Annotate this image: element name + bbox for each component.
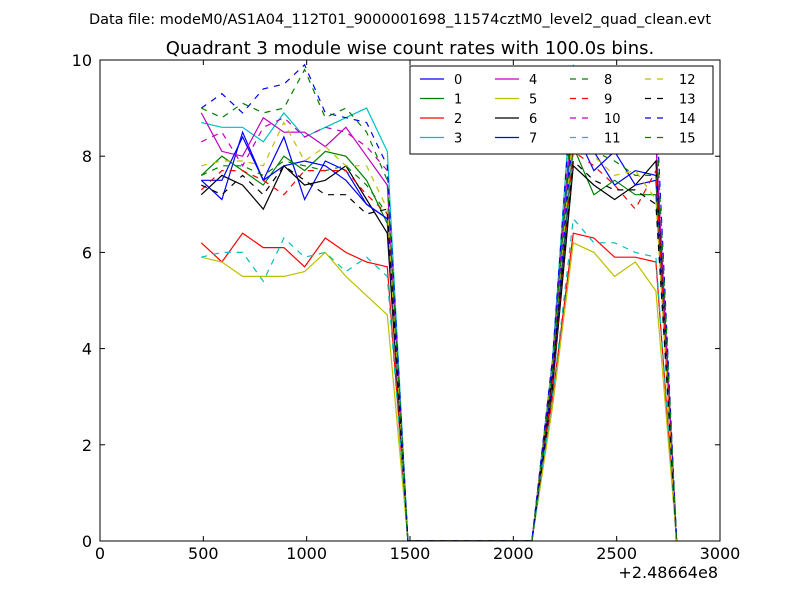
series-line-5	[201, 241, 678, 541]
x-tick-label: 1000	[286, 544, 327, 563]
y-tick-label: 6	[82, 243, 92, 262]
x-offset-label: +2.48664e8	[618, 563, 718, 582]
legend-box	[409, 65, 714, 155]
series-line-10	[201, 97, 678, 541]
legend-label-9: 9	[604, 93, 612, 108]
legend-label-5: 5	[529, 93, 537, 108]
series-line-12	[201, 121, 678, 541]
y-tick-label: 8	[82, 147, 92, 166]
legend-label-12: 12	[679, 73, 696, 88]
x-tick-label: 1500	[390, 544, 431, 563]
legend-label-3: 3	[454, 132, 462, 147]
legend-label-6: 6	[529, 112, 537, 127]
series-line-6	[200, 159, 678, 541]
series-line-13	[201, 159, 678, 541]
series-line-7	[201, 125, 678, 541]
legend-label-1: 1	[454, 93, 462, 108]
legend-label-4: 4	[529, 73, 537, 88]
legend-label-15: 15	[679, 132, 696, 147]
series-line-11	[201, 217, 678, 541]
series-line-2	[200, 232, 678, 541]
x-tick-label: 2500	[596, 544, 637, 563]
legend-label-7: 7	[529, 132, 537, 147]
y-tick-label: 10	[72, 51, 92, 70]
x-tick-label: 0	[95, 544, 105, 563]
legend-label-13: 13	[679, 93, 696, 108]
legend-label-10: 10	[604, 112, 621, 127]
series-line-0	[200, 110, 678, 541]
legend-label-8: 8	[604, 73, 612, 88]
x-tick-label: 3000	[700, 544, 741, 563]
legend-label-14: 14	[679, 112, 696, 127]
legend-label-2: 2	[454, 112, 462, 127]
x-tick-label: 500	[188, 544, 219, 563]
series-line-1	[200, 146, 678, 541]
legend-label-11: 11	[604, 132, 621, 147]
legend-label-0: 0	[454, 73, 462, 88]
chart-title: Quadrant 3 module wise count rates with …	[166, 38, 655, 59]
y-tick-label: 4	[82, 340, 92, 359]
y-tick-label: 2	[82, 436, 92, 455]
suptitle: Data file: modeM0/AS1A04_112T01_90000016…	[89, 12, 711, 28]
series-line-9	[200, 150, 678, 541]
x-axis: 0 500 1000 1500 2000 2500 3000	[95, 60, 740, 563]
y-tick-label: 0	[82, 532, 92, 551]
x-tick-label: 2000	[493, 544, 534, 563]
series-line-15	[201, 68, 678, 541]
